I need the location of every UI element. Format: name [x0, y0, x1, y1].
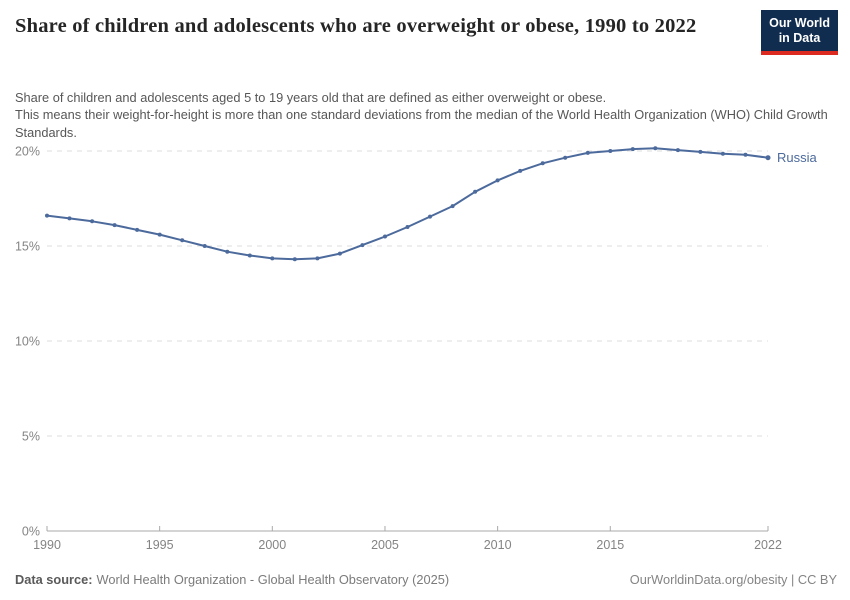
data-point	[405, 225, 410, 229]
footer-right: OurWorldinData.org/obesity | CC BY	[630, 572, 837, 587]
y-tick-label-0: 0%	[22, 525, 40, 539]
data-point	[608, 149, 613, 153]
x-tick-label-2022: 2022	[754, 538, 782, 552]
logo-text-line2: in Data	[778, 31, 821, 45]
data-point	[90, 219, 95, 224]
data-point	[743, 152, 748, 157]
data-source: Data source: World Health Organization - …	[15, 572, 449, 587]
data-source-value: World Health Organization - Global Healt…	[96, 572, 450, 587]
data-point	[67, 216, 72, 221]
x-tick-label-2010: 2010	[484, 538, 512, 552]
data-point	[360, 243, 365, 248]
data-point	[675, 148, 680, 153]
y-tick-label-5: 5%	[22, 430, 40, 444]
footer-separator: |	[787, 572, 798, 587]
line-chart: 0% 5% 10% 15% 20% 1990 1995 2000 2005 2010 2015 202…	[15, 145, 818, 553]
y-tick-label-20: 20%	[15, 145, 40, 159]
y-tick-label-10: 10%	[15, 335, 40, 349]
data-point	[495, 178, 500, 183]
x-tick-label-1995: 1995	[146, 538, 174, 552]
data-point	[202, 244, 207, 248]
data-point	[585, 150, 590, 155]
y-tick-label-15: 15%	[15, 240, 40, 254]
data-point	[270, 256, 275, 261]
footer: Data source: World Health Organization - …	[15, 572, 837, 587]
data-point	[315, 256, 320, 261]
data-point	[720, 151, 725, 156]
owid-logo[interactable]: Our World in Data	[761, 10, 838, 55]
series-label-russia: Russia	[777, 150, 818, 165]
data-point	[563, 155, 568, 160]
data-point	[45, 213, 49, 218]
data-point	[337, 251, 342, 256]
data-source-label: Data source:	[15, 572, 93, 587]
data-point	[630, 147, 635, 152]
data-point	[247, 253, 252, 258]
logo-text-line1: Our World	[769, 16, 830, 30]
x-tick-label-2015: 2015	[596, 538, 624, 552]
subtitle-sentence-1: Share of children and adolescents aged 5…	[15, 90, 607, 105]
x-tick-label-1990: 1990	[33, 538, 61, 552]
data-point	[292, 257, 297, 262]
data-point	[112, 223, 117, 228]
data-point	[473, 189, 478, 194]
chart-title: Share of children and adolescents who ar…	[15, 15, 697, 37]
x-tick-label-2005: 2005	[371, 538, 399, 552]
data-point	[518, 168, 523, 173]
data-point	[450, 204, 455, 209]
data-point	[383, 234, 387, 239]
license-text: CC BY	[797, 572, 837, 587]
data-point	[653, 146, 658, 151]
data-point	[135, 227, 140, 232]
data-point	[157, 232, 162, 237]
data-point	[698, 149, 703, 154]
chart-subtitle: Share of children and adolescents aged 5…	[15, 89, 837, 141]
x-tick-label-2000: 2000	[258, 538, 286, 552]
subtitle-sentence-2: This means their weight-for-height is mo…	[15, 107, 828, 140]
data-line-russia	[46, 147, 769, 261]
data-point	[540, 161, 545, 166]
data-point	[428, 214, 432, 219]
footer-link[interactable]: OurWorldinData.org/obesity	[629, 572, 788, 587]
data-point	[225, 249, 230, 254]
data-point	[765, 155, 771, 161]
data-point	[180, 238, 185, 243]
